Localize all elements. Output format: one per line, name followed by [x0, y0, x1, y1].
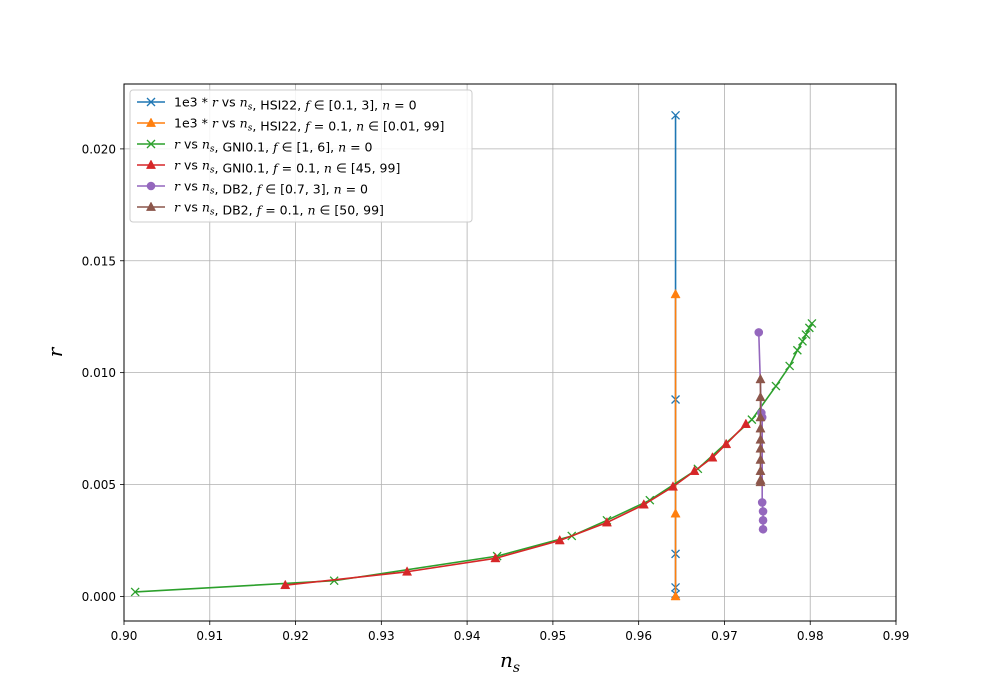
series-6-point: [755, 423, 766, 433]
series-6-point: [755, 391, 766, 402]
series-4-point: [490, 552, 501, 563]
x-tick-label: 0.90: [111, 629, 138, 643]
series-4-point: [667, 481, 678, 491]
series-3-point: [798, 336, 807, 346]
x-tick-label: 0.93: [368, 629, 395, 643]
series-6-point: [755, 443, 766, 453]
legend-label: r vs ns, DB2, f ∈ [0.7, 3], n = 0: [174, 179, 368, 197]
plot-frame: [123, 83, 897, 622]
x-tick-label: 0.95: [540, 629, 567, 643]
series-2-point: [670, 590, 681, 601]
series-3-point: [329, 576, 339, 586]
series-5-point: [754, 328, 764, 337]
series-4-point: [554, 534, 565, 545]
series-3-point: [801, 330, 811, 340]
x-tick-label: 0.97: [711, 629, 738, 643]
series-6-point: [755, 476, 766, 487]
legend-swatch-marker: [146, 139, 156, 149]
legend-swatch-marker: [145, 117, 157, 127]
x-tick-label: 0.91: [196, 629, 223, 643]
y-tick-label: 0.015: [82, 254, 116, 268]
series-4-point: [707, 452, 718, 462]
x-tick-label: 0.94: [454, 629, 481, 643]
x-tick-label: 0.96: [625, 629, 652, 643]
legend-item: 1e3 * r vs ns, HSI22, f = 0.1, n ∈ [0.01…: [137, 116, 444, 134]
series-3-point: [807, 318, 817, 328]
series-2-point: [670, 288, 681, 299]
series-4-point: [638, 499, 649, 509]
x-tick-label: 0.99: [883, 629, 910, 643]
legend-label: 1e3 * r vs ns, HSI22, f = 0.1, n ∈ [0.01…: [174, 116, 444, 134]
series-4-point: [721, 438, 732, 449]
y-tick-label: 0.010: [82, 366, 116, 380]
series-4-point: [280, 579, 291, 590]
legend-label: r vs ns, GNI0.1, f ∈ [1, 6], n = 0: [174, 137, 373, 155]
y-tick-label: 0.000: [82, 590, 116, 604]
series-4-point: [689, 465, 700, 475]
series-1-point: [671, 110, 681, 120]
legend-item: r vs ns, DB2, f ∈ [0.7, 3], n = 0: [137, 179, 368, 197]
series-5-point: [757, 498, 767, 507]
series-6: [755, 373, 766, 487]
series-6-point: [755, 454, 766, 464]
legend-swatch-marker: [145, 201, 157, 211]
x-axis-label: ns: [500, 648, 520, 676]
legend-label: r vs ns, GNI0.1, f = 0.1, n ∈ [45, 99]: [174, 158, 400, 176]
series-4: [280, 418, 751, 590]
legend-item: r vs ns, GNI0.1, f = 0.1, n ∈ [45, 99]: [137, 158, 400, 176]
legend: 1e3 * r vs ns, HSI22, f ∈ [0.1, 3], n = …: [129, 89, 473, 223]
x-tick-label: 0.98: [797, 629, 824, 643]
series-3-point: [785, 361, 795, 371]
legend-swatch-marker: [146, 97, 156, 107]
series-5-point: [758, 516, 768, 525]
y-tick-label: 0.005: [82, 478, 116, 492]
legend-box: [129, 89, 473, 223]
series-3-point: [792, 345, 802, 355]
series-3-point: [130, 587, 140, 597]
legend-item: r vs ns, DB2, f = 0.1, n ∈ [50, 99]: [137, 200, 384, 218]
series-3-point: [771, 381, 781, 391]
legend-swatch-marker: [145, 159, 157, 169]
series-3-point: [747, 415, 757, 425]
series-4-point: [740, 418, 751, 428]
x-axis-label-sub: s: [513, 660, 520, 676]
series-5-point: [758, 524, 768, 534]
legend-label: 1e3 * r vs ns, HSI22, f ∈ [0.1, 3], n = …: [174, 95, 417, 113]
y-axis: 0.000 0.005 0.010 0.015 0.020: [82, 142, 124, 604]
x-axis: 0.90 0.91 0.92 0.93 0.94 0.95 0.96 0.97 0.98 0.99: [111, 621, 910, 643]
series-6-point: [755, 373, 766, 384]
legend-swatch-marker: [146, 181, 156, 191]
legend-label: r vs ns, DB2, f = 0.1, n ∈ [50, 99]: [174, 200, 384, 218]
x-tick-label: 0.92: [282, 629, 309, 643]
series-6-point: [755, 411, 766, 422]
series-4-point: [601, 517, 612, 527]
legend-item: r vs ns, GNI0.1, f ∈ [1, 6], n = 0: [137, 137, 373, 155]
y-tick-label: 0.020: [82, 142, 116, 156]
y-axis-label: r: [43, 346, 67, 357]
x-axis-label-main: n: [500, 648, 513, 672]
series-3-point: [804, 323, 814, 333]
series-2: [670, 288, 681, 601]
legend-item: 1e3 * r vs ns, HSI22, f ∈ [0.1, 3], n = …: [137, 95, 417, 113]
series-5-point: [758, 507, 768, 516]
series-2-point: [670, 508, 681, 518]
series-layer: [130, 110, 817, 601]
series-4-point: [402, 566, 413, 576]
